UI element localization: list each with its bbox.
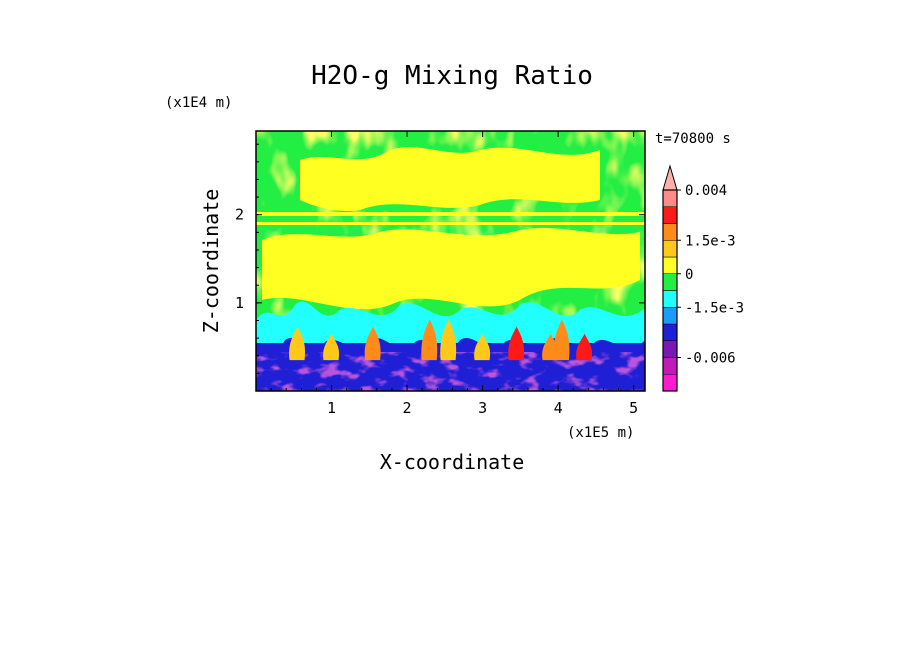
colorbar-tick-label: 0.004 xyxy=(685,183,727,199)
colorbar-band xyxy=(662,357,678,375)
colorbar-band xyxy=(662,206,678,224)
colorbar-tick-label: -0.006 xyxy=(685,351,736,367)
x-tick-label: 3 xyxy=(478,399,487,417)
plume xyxy=(508,326,525,361)
field-cyan-fingers xyxy=(256,301,645,330)
x-scale-label: (x1E5 m) xyxy=(567,425,634,441)
x-tick-label: 5 xyxy=(629,399,638,417)
plume xyxy=(364,326,381,361)
colorbar-band xyxy=(662,240,678,258)
plume xyxy=(289,326,306,361)
axes: 1 2 3 4 5 1 2 xyxy=(235,131,645,417)
colorbar-band xyxy=(662,290,678,308)
colorbar-band xyxy=(662,340,678,358)
x-axis-label: X-coordinate xyxy=(380,450,525,474)
colorbar-band xyxy=(662,374,678,392)
colorbar-band xyxy=(662,189,678,207)
plume xyxy=(421,319,438,361)
colorbar-band xyxy=(662,307,678,325)
plume xyxy=(474,333,491,361)
colorbar-tick-label: -1.5e-3 xyxy=(685,300,744,316)
colorbar-band xyxy=(662,323,678,341)
y-tick-label: 1 xyxy=(235,294,244,312)
time-label: t=70800 s xyxy=(655,131,731,147)
plume xyxy=(576,333,593,361)
x-tick-label: 2 xyxy=(403,399,412,417)
orange-plumes xyxy=(289,319,593,361)
y-tick-label: 2 xyxy=(235,206,244,224)
field-yellow-band-2 xyxy=(256,222,645,225)
colorbar-tick-label: 1.5e-3 xyxy=(685,233,736,249)
x-tick-label: 4 xyxy=(554,399,563,417)
plume xyxy=(542,333,559,361)
field-yellow-band-1 xyxy=(256,212,645,216)
contour-field xyxy=(256,131,645,391)
colorbar-band xyxy=(662,223,678,241)
field-yellow-upper xyxy=(300,147,600,212)
plume xyxy=(323,333,340,361)
colorbar: 0.004 1.5e-3 0 -1.5e-3 -0.006 xyxy=(662,164,744,392)
plot-frame xyxy=(255,130,646,392)
colorbar-tick-label: 0 xyxy=(685,267,693,283)
chart-title: H2O-g Mixing Ratio xyxy=(311,61,593,91)
colorbar-band xyxy=(662,256,678,274)
colorbar-triangle xyxy=(662,164,678,191)
field-yellow-middle xyxy=(262,227,640,310)
colorbar-band xyxy=(662,273,678,291)
x-tick-label: 1 xyxy=(327,399,336,417)
y-axis-label: Z-coordinate xyxy=(199,189,223,334)
plume xyxy=(440,319,457,361)
colorbar-frame xyxy=(662,189,678,392)
y-scale-label: (x1E4 m) xyxy=(165,95,232,111)
